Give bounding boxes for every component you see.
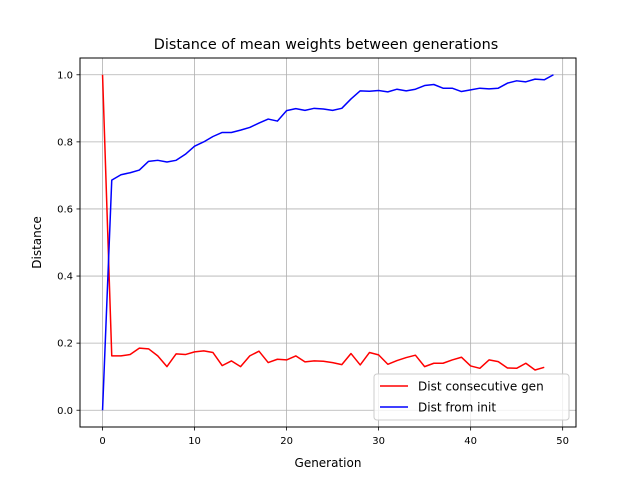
- x-tick-label: 30: [372, 436, 385, 447]
- grid: [80, 58, 576, 427]
- legend: Dist consecutive gen Dist from init: [373, 373, 570, 421]
- series-line-dist-from-init: [101, 74, 554, 411]
- y-tick-label: 0.0: [57, 406, 73, 417]
- y-tick-label: 1.0: [57, 70, 73, 81]
- series-line-dist-consecutive-gen: [101, 74, 545, 371]
- x-tick-label: 40: [464, 436, 477, 447]
- ticks: 0 10 20 30 40 50 0.0 0.2 0.4 0.6 0.8 1.0: [57, 70, 569, 447]
- y-tick-label: 0.2: [57, 339, 73, 350]
- y-tick-label: 0.4: [57, 272, 73, 283]
- plot-area-frame: [79, 57, 577, 428]
- x-tick-label: 10: [188, 436, 201, 447]
- legend-box: [373, 373, 570, 421]
- legend-label-dist-from-init: Dist from init: [418, 401, 496, 415]
- x-tick-label: 0: [99, 436, 105, 447]
- x-axis-label: Generation: [295, 456, 362, 470]
- legend-label-dist-consecutive-gen: Dist consecutive gen: [418, 380, 544, 394]
- chart-title: Distance of mean weights between generat…: [154, 37, 498, 53]
- y-tick-label: 0.6: [57, 205, 73, 216]
- series-layer: [101, 74, 554, 411]
- x-tick-label: 50: [556, 436, 569, 447]
- y-axis-label: Distance: [30, 216, 44, 268]
- y-tick-label: 0.8: [57, 137, 73, 148]
- x-tick-label: 20: [280, 436, 293, 447]
